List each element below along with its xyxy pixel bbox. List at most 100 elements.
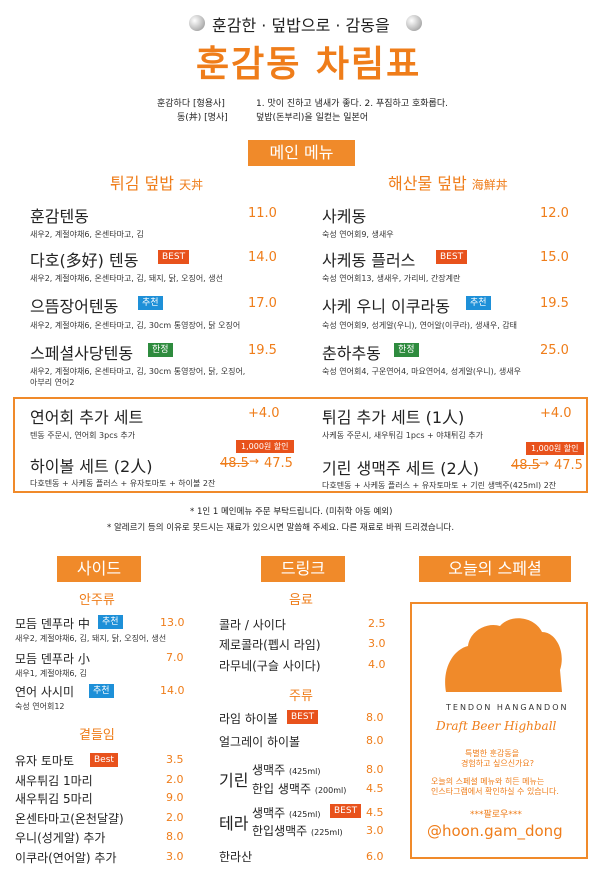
side-item-name: 우니(성게알) 추가 [15,831,106,845]
set-item-name: 하이볼 세트 (2人) [30,457,153,476]
drink-item-name: 라임 하이볼 [219,712,279,726]
special-follow: ***팔로우*** [470,810,522,820]
arrow-right-icon: → [249,454,260,468]
drink-item-price: 6.0 [366,850,384,863]
drink-item-price: 3.0 [368,637,386,650]
set-item-name: 기린 생맥주 세트 (2人) [322,459,479,478]
side-item-desc: 새우2, 계절야채6, 김, 돼지, 닭, 오징어, 생선 [15,634,167,643]
best-badge: BEST [436,250,468,264]
menu-item-desc: 숙성 연어회4, 구운연어4, 마요연어4, 성게알(우니), 생새우 [322,367,521,376]
drink-item-name: 제로콜라(펩시 라임) [219,638,321,652]
drink-item-name: 한라산 [219,850,253,864]
menu-item-price: 19.5 [248,343,277,358]
snack-section-title: 안주류 [79,593,115,608]
seafood-title-cn: 海鮮丼 [471,178,508,192]
set-item-name: 튀김 추가 세트 (1人) [322,408,465,427]
menu-item-desc: 숙성 연어회13, 생새우, 가리비, 간장계란 [322,274,461,283]
set-item-price: +4.0 [248,406,280,421]
recommend-badge: 추천 [98,615,123,629]
side-item-price: 3.0 [166,850,184,863]
best-badge: Best [90,753,118,767]
soda-section-title: 음료 [289,593,313,608]
side-item-price: 2.0 [166,773,184,786]
tempura-title-text: 튀김 덮밥 [110,174,174,193]
menu-item-name: 스페셜사당텐동 [30,344,134,363]
menu-item-name: 사케동 [322,207,367,226]
drink-item-name: 라무네(구슬 사이다) [219,659,321,673]
drink-item-price: 3.0 [366,824,384,837]
side-item-name: 새우튀김 1마리 [15,774,93,788]
menu-item-price: 14.0 [248,250,277,265]
set-item-desc: 텐동 주문시, 연어회 3pcs 추가 [30,431,136,440]
recommend-badge: 추천 [89,684,114,698]
definition-text-2: 덮밥(돈부리)을 일컫는 일본어 [256,113,369,123]
side-item-price: 2.0 [166,811,184,824]
side-item-price: 13.0 [160,616,185,629]
menu-item-desc: 새우2, 계절야채6, 온센타마고, 김, 30cm 통영장어, 닭 오징어 [30,321,241,330]
set-menu-box [13,397,588,493]
tempura-section-title: 튀김 덮밥 天丼 [110,170,203,194]
drink-item-size: (425ml) [288,810,321,819]
definition-text-1: 1. 맛이 진하고 냄새가 좋다. 2. 푸짐하고 호화롭다. [256,99,448,109]
side-item-name: 온센타마고(온천달걀) [15,812,124,826]
header-subtitle: 훈감한 · 덮밥으로 · 감동을 [212,16,390,35]
best-badge: BEST [158,250,190,264]
menu-item-price: 17.0 [248,296,277,311]
kirin-brand-label: 기린 [219,771,249,790]
menu-item-desc: 숙성 연어회9, 생새우 [322,230,394,239]
side-item-name: 모듬 덴푸라 中 [15,617,90,631]
definition-word-1: 훈감하다 [형용사] [157,99,225,109]
special-text-3: 오늘의 스페셜 메뉴와 히든 메뉴는 [431,777,545,786]
side-item-name: 연어 사시미 [15,685,75,699]
side-item-price: 9.0 [166,791,184,804]
set-item-desc: 사케동 주문시, 새우튀김 1pcs + 야채튀김 추가 [322,431,483,440]
menu-item-name: 춘하추동 [322,344,381,363]
set-item-old-price: 48.5 [220,456,249,471]
cloud-logo-icon [445,618,562,692]
drink-banner: 드링크 [261,556,345,582]
set-item-old-price: 48.5 [511,458,540,473]
special-box [410,602,588,859]
discount-badge: 1,000원 할인 [236,440,294,453]
recommend-badge: 추천 [466,296,491,310]
special-banner: 오늘의 스페셜 [419,556,571,582]
menu-item-name: 으뜸장어텐동 [30,297,119,316]
side-item-name: 모듬 덴푸라 小 [15,652,90,666]
note-1: * 1인 1 메인메뉴 주문 부탁드립니다. (미취학 아동 예외) [190,507,393,517]
drink-item-size: (425ml) [288,767,321,776]
drink-item-name: 생맥주 (425ml) [252,804,320,821]
set-item-desc: 다호텐동 + 사케동 플러스 + 유자토마토 + 기린 생맥주(425ml) 2… [322,481,557,490]
arrow-right-icon: → [539,456,550,470]
menu-item-desc: 새우2, 계절야채6, 온센타마고, 김 [30,230,144,239]
side-item-desc: 새우1, 계절야채6, 김 [15,669,87,678]
menu-item-desc: 새우2, 계절야채6, 온센타마고, 김, 30cm 통영장어, 닭, 오징어, [30,367,246,376]
drink-item-size: (225ml) [311,828,343,837]
side-item-name: 새우튀김 5마리 [15,792,93,806]
instagram-handle[interactable]: @hoon.gam_dong [427,822,563,840]
side-item-price: 3.5 [166,753,184,766]
limited-badge: 한정 [148,343,173,357]
tempura-title-cn: 天丼 [179,178,204,192]
drink-item-size: (200ml) [314,786,347,795]
special-text-1: 특별한 훈감동을 [465,749,520,758]
menu-item-name: 사케동 플러스 [322,251,416,270]
note-2: * 알레르기 등의 이유로 못드시는 재료가 있으시면 말씀해 주세요. 다른 … [107,523,455,533]
menu-item-desc: 숙성 연어회9, 성게알(우니), 연어알(이쿠라), 생새우, 감태 [322,321,518,330]
recommend-badge: 추천 [138,296,163,310]
discount-badge: 1,000원 할인 [526,442,584,455]
side-item-name: 이쿠라(연어알) 추가 [15,851,117,865]
page-title: 훈감동 차림표 [196,44,422,85]
drink-item-price: 2.5 [368,617,386,630]
menu-item-price: 25.0 [540,343,569,358]
drink-item-label: 생맥주 [252,806,286,820]
menu-item-price: 12.0 [540,206,569,221]
limited-badge: 한정 [394,343,419,357]
side-item-name: 유자 토마토 [15,754,75,768]
drink-item-label: 한입 생맥주 [252,782,312,796]
drink-item-price: 4.5 [366,782,384,795]
definition-word-2: 동(丼) [명사] [177,113,228,123]
side-item-price: 7.0 [166,651,184,664]
terra-brand-label: 테라 [219,814,249,833]
side-item-desc: 숙성 연어회12 [15,702,65,711]
decor-ball-left-icon [189,15,205,31]
